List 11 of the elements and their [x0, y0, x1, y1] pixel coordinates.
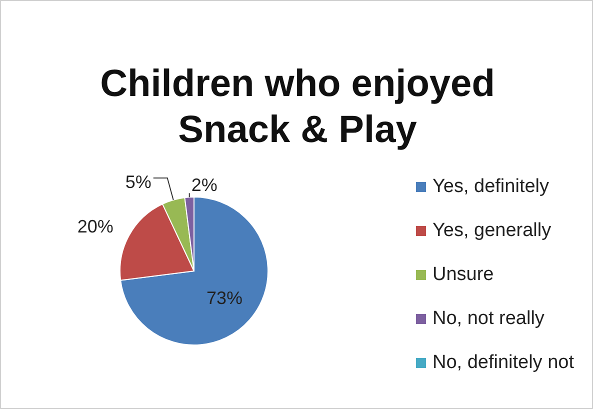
legend-label: Yes, generally	[432, 220, 552, 242]
legend-label: Unsure	[432, 264, 494, 286]
data-label: 20%	[77, 216, 114, 237]
legend-label: No, not really	[432, 308, 544, 330]
data-label: 2%	[191, 175, 218, 196]
data-label: 73%	[206, 288, 243, 308]
legend-label: Yes, definitely	[432, 176, 550, 198]
legend-label: No, definitely not	[432, 352, 574, 374]
data-label: 5%	[125, 172, 152, 192]
pie-slice	[120, 196, 268, 346]
chart-title: Children who enjoyed Snack & Play	[99, 62, 496, 153]
